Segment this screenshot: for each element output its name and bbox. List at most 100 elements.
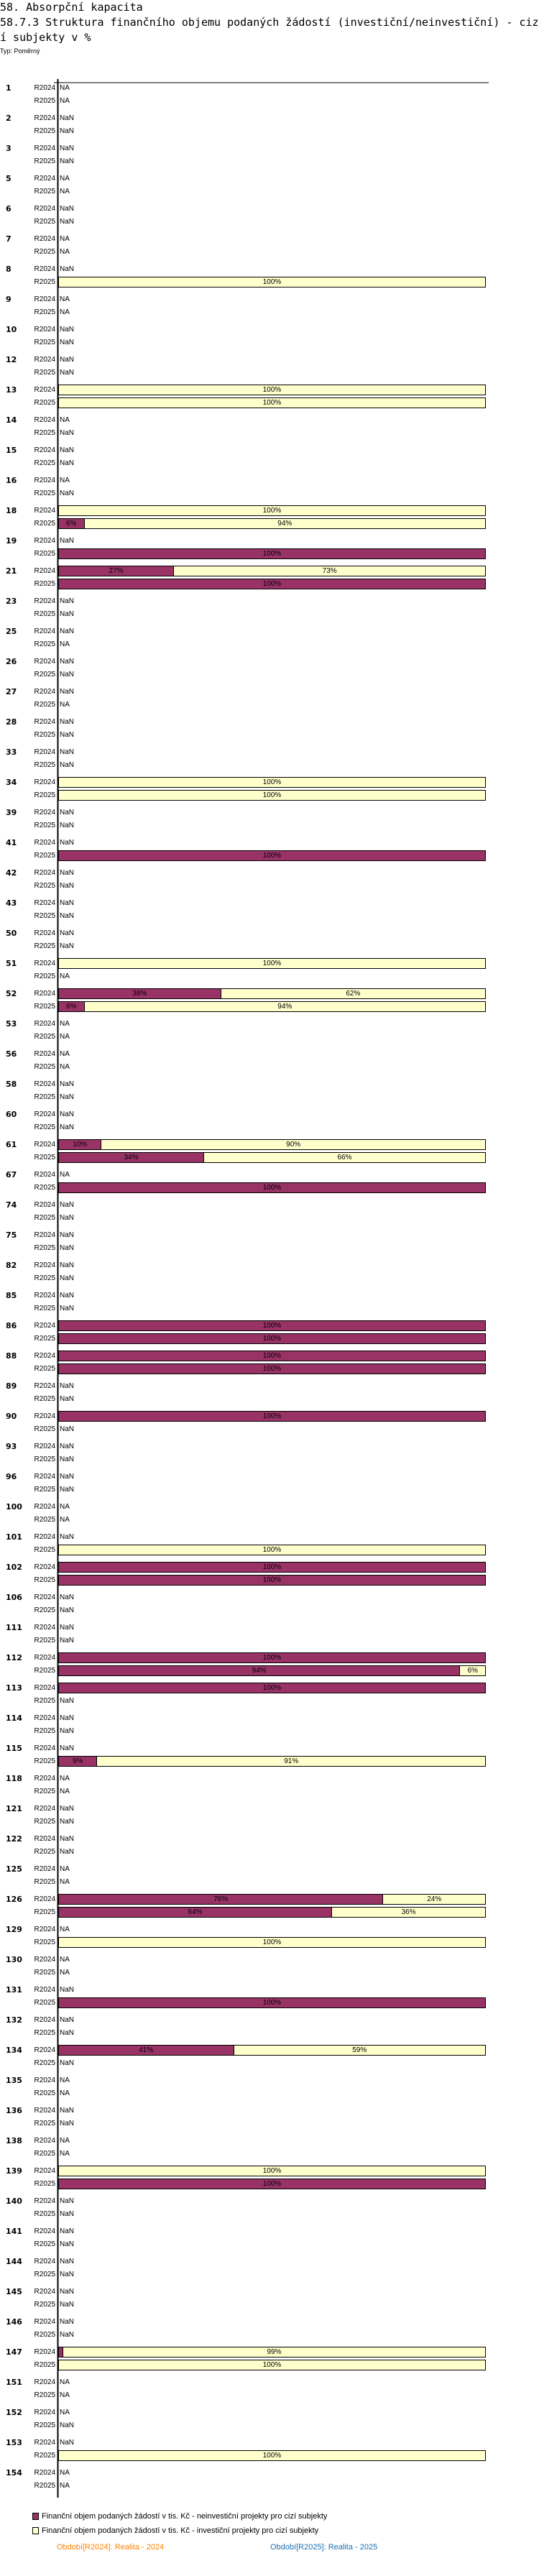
group-label: 15: [6, 446, 17, 455]
group-label: 131: [6, 1985, 22, 1995]
period-label: R2024: [34, 1744, 55, 1752]
period-label: R2024: [34, 1503, 55, 1511]
missing-value: NA: [60, 97, 70, 105]
period-label: R2025: [34, 308, 55, 316]
missing-value: NA: [60, 1926, 70, 1933]
missing-value: NaN: [60, 1292, 75, 1300]
bar-segment-neinvesticni: 100%: [58, 2179, 486, 2189]
period-label: R2025: [34, 1093, 55, 1101]
group-label: 129: [6, 1925, 22, 1934]
type-label: Typ: Poměrný: [0, 47, 40, 55]
group-label: 58: [6, 1080, 17, 1089]
period-label: R2024: [34, 597, 55, 605]
period-label: R2024: [34, 2046, 55, 2054]
period-label: R2024: [34, 1805, 55, 1813]
group-label: 14: [6, 415, 17, 425]
group-label: 93: [6, 1442, 17, 1451]
bar-segment-investicni: 100%: [58, 1545, 486, 1555]
missing-value: NaN: [60, 1593, 75, 1601]
period-label: R2024: [34, 1292, 55, 1300]
group-label: 96: [6, 1472, 17, 1481]
group-label: 102: [6, 1563, 22, 1572]
bar-segment-investicni: 100%: [58, 505, 486, 516]
period-label: R2024: [34, 567, 55, 575]
missing-value: NaN: [60, 1244, 75, 1252]
period-label: R2024: [34, 1352, 55, 1360]
group-label: 125: [6, 1864, 22, 1874]
period-label: R2025: [34, 339, 55, 346]
period-label: R2024: [34, 114, 55, 122]
period-label: R2024: [34, 2288, 55, 2296]
period-label: R2024: [34, 1895, 55, 1903]
bar-segment-neinvesticni: 100%: [58, 850, 486, 861]
period-label: R2025: [34, 188, 55, 196]
period-label: R2025: [34, 1274, 55, 1282]
period-label: R2024: [34, 265, 55, 273]
missing-value: NaN: [60, 1727, 75, 1735]
missing-value: NA: [60, 1050, 70, 1058]
period-label: R2025: [34, 2150, 55, 2158]
period-label: R2025: [34, 610, 55, 618]
missing-value: NaN: [60, 1744, 75, 1752]
period-label: R2025: [34, 97, 55, 105]
period-label: R2024: [34, 416, 55, 424]
period-label: R2024: [34, 1201, 55, 1209]
group-label: 51: [6, 959, 17, 968]
group-label: 106: [6, 1593, 22, 1602]
group-label: 126: [6, 1895, 22, 1904]
group-label: 111: [6, 1623, 22, 1632]
group-label: 146: [6, 2317, 22, 2327]
period-label: R2024: [34, 1714, 55, 1722]
period-label: R2025: [34, 1063, 55, 1071]
missing-value: NaN: [60, 2197, 75, 2205]
period-label: R2024: [34, 1322, 55, 1330]
bar-segment-neinvesticni: 41%: [58, 2045, 234, 2056]
missing-value: NA: [60, 1969, 70, 1977]
missing-value: NaN: [60, 369, 75, 377]
missing-value: NA: [60, 175, 70, 183]
legend-swatch: [32, 2513, 39, 2521]
group-label: 147: [6, 2347, 22, 2357]
group-label: 26: [6, 657, 17, 666]
bar-segment-neinvesticni: 100%: [58, 1363, 486, 1374]
missing-value: NaN: [60, 809, 75, 816]
bar-segment-neinvesticni: 94%: [58, 1665, 461, 1676]
group-label: 145: [6, 2287, 22, 2296]
bar-segment-neinvesticni: 34%: [58, 1152, 204, 1163]
group-label: 85: [6, 1291, 17, 1300]
missing-value: NaN: [60, 869, 75, 877]
period-label: R2025: [34, 1003, 55, 1011]
period-label: R2025: [34, 1033, 55, 1041]
period-label: R2024: [34, 1412, 55, 1420]
missing-value: NaN: [60, 1473, 75, 1481]
period-label: R2024: [34, 1171, 55, 1179]
period-label: R2024: [34, 688, 55, 696]
period-label: R2024: [34, 1654, 55, 1662]
period-label: R2024: [34, 2318, 55, 2326]
missing-value: NaN: [60, 1382, 75, 1390]
group-label: 56: [6, 1049, 17, 1059]
period-label: R2024: [34, 2469, 55, 2477]
group-label: 60: [6, 1110, 17, 1119]
bar-segment-neinvesticni: 100%: [58, 579, 486, 589]
bar-segment-neinvesticni: 9%: [58, 1756, 98, 1767]
period-label: R2024: [34, 1443, 55, 1450]
group-label: 18: [6, 506, 17, 515]
missing-value: NaN: [60, 1533, 75, 1541]
period-label: R2024: [34, 1382, 55, 1390]
group-label: 52: [6, 989, 17, 998]
bar-segment-investicni: 100%: [58, 2450, 486, 2461]
period-label: R2025: [34, 1516, 55, 1524]
bar-segment-investicni: 24%: [382, 1894, 486, 1905]
missing-value: NA: [60, 295, 70, 303]
missing-value: NA: [60, 84, 70, 92]
period-label: R2024: [34, 1231, 55, 1239]
missing-value: NA: [60, 1775, 70, 1782]
period-label: R2025: [34, 1878, 55, 1886]
period-label: R2025: [34, 942, 55, 950]
missing-value: NaN: [60, 912, 75, 920]
period-label: R2025: [34, 2361, 55, 2369]
missing-value: NaN: [60, 429, 75, 437]
group-label: 27: [6, 687, 17, 696]
